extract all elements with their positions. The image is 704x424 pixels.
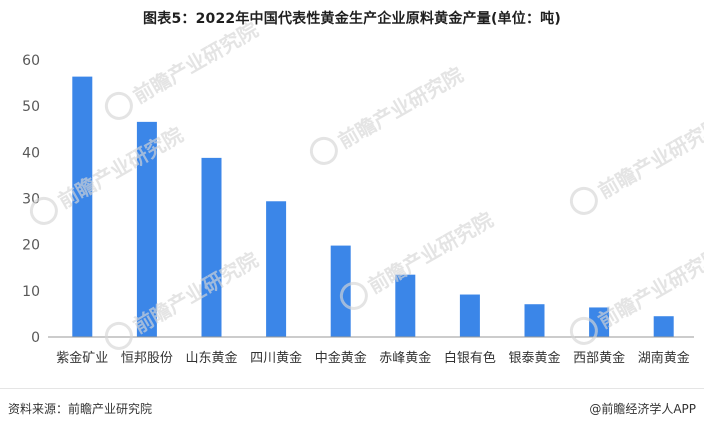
x-tick-label: 恒邦股份 (121, 351, 173, 366)
x-tick-label: 紫金矿业 (56, 350, 108, 366)
y-tick-label: 20 (22, 238, 40, 254)
bar-9 (589, 307, 610, 337)
source-note: 资料来源：前瞻产业研究院 (8, 402, 153, 416)
bar-4 (266, 201, 287, 337)
footer: 资料来源：前瞻产业研究院 @前瞻经济学人APP (0, 392, 704, 424)
y-tick-label: 50 (22, 99, 40, 115)
bar-10 (653, 316, 674, 337)
y-tick-label: 30 (22, 192, 40, 208)
y-axis-ticks: 0 10 20 30 40 50 60 (22, 53, 40, 346)
y-tick-label: 60 (22, 53, 40, 69)
bars-group (72, 76, 674, 338)
footer-divider (0, 388, 704, 389)
x-tick-label: 四川黄金 (250, 350, 302, 366)
y-tick-label: 0 (31, 330, 40, 346)
bar-1 (72, 76, 93, 338)
credit-note: @前瞻经济学人APP (589, 402, 696, 416)
x-tick-label: 山东黄金 (185, 350, 237, 366)
bar-8 (524, 304, 545, 337)
bar-2 (136, 121, 157, 337)
x-tick-label: 中金黄金 (315, 350, 367, 366)
bar-3 (201, 157, 222, 337)
x-tick-label: 赤峰黄金 (379, 350, 431, 366)
y-tick-label: 40 (22, 145, 40, 161)
x-tick-label: 白银有色 (444, 350, 496, 366)
x-axis-labels: 紫金矿业 恒邦股份 山东黄金 四川黄金 中金黄金 赤峰黄金 白银有色 银泰黄金 西部黄金 湖南黄金 (56, 350, 689, 366)
chart-title: 图表5：2022年中国代表性黄金生产企业原料黄金产量(单位：吨) (143, 11, 561, 27)
bar-6 (395, 274, 416, 337)
bar-7 (459, 294, 480, 337)
x-tick-label: 湖南黄金 (638, 350, 690, 366)
x-tick-label: 银泰黄金 (508, 350, 560, 366)
bar-5 (330, 245, 351, 337)
x-tick-label: 西部黄金 (573, 350, 625, 366)
y-tick-label: 10 (22, 284, 40, 300)
